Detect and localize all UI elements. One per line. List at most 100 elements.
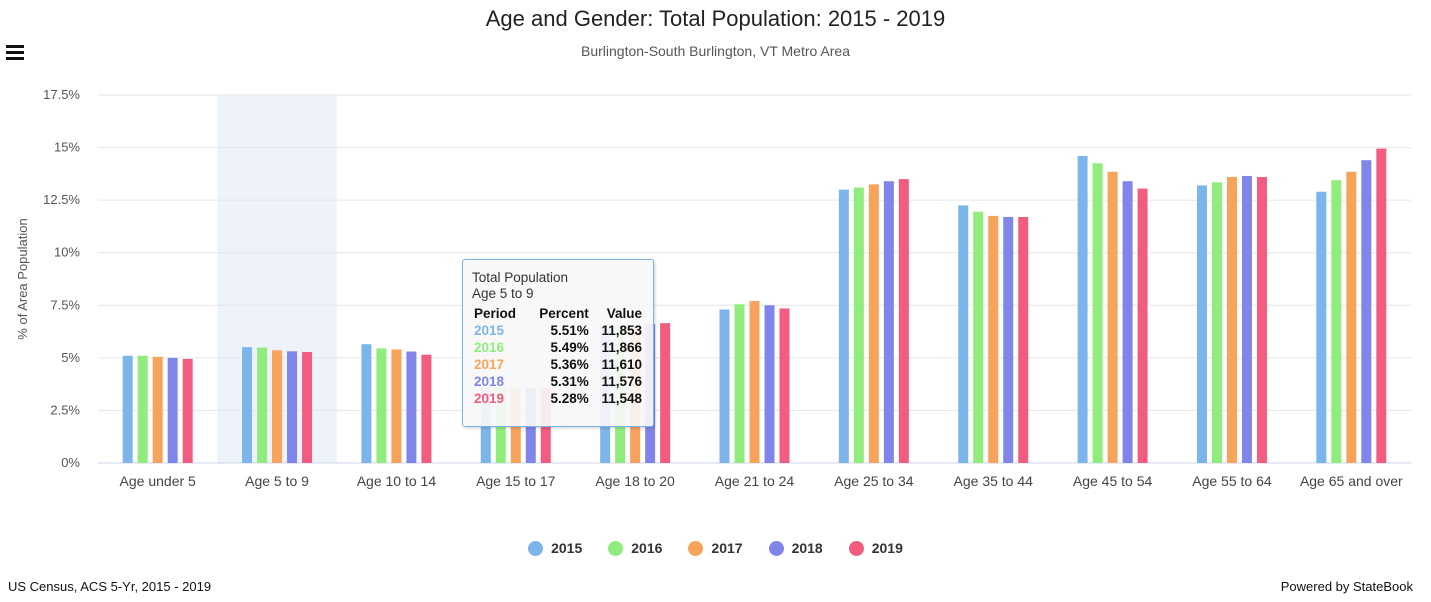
y-tick-label: 7.5% [50, 297, 80, 312]
bar-2019 [1376, 148, 1387, 463]
legend-item-2017[interactable]: 2017 [688, 540, 743, 556]
tooltip-percent: 5.51% [550, 323, 589, 338]
tooltip-period: 2015 [474, 323, 505, 338]
tooltip-header-value: Value [606, 306, 642, 321]
bar-2017 [1226, 177, 1237, 464]
bar-chart: 0% 2.5% 5% 7.5% 10% 12.5% 15% 17.5% % of Area Po… [15, 87, 1411, 489]
bar-2018 [287, 351, 298, 463]
tooltip-header-period: Period [474, 306, 517, 321]
bar-2016 [1211, 182, 1222, 464]
y-tick-label: 12.5% [43, 192, 80, 207]
tooltip-row: 2017 5.36% 11,610 [472, 356, 644, 373]
tooltip-percent: 5.31% [550, 374, 589, 389]
chart-title: Age and Gender: Total Population: 2015 -… [485, 6, 946, 31]
bar-2016 [973, 211, 984, 463]
bar-2018 [764, 305, 775, 463]
tooltip-title: Total Population [472, 270, 569, 285]
x-tick-label: Age 65 and over [1300, 473, 1403, 489]
y-tick-label: 2.5% [50, 402, 80, 417]
bar-2015 [1316, 191, 1327, 463]
legend-dot-icon [768, 540, 784, 556]
x-tick-label: Age under 5 [120, 473, 196, 489]
bar-2016 [137, 355, 148, 463]
tooltip-value: 11,866 [601, 340, 642, 355]
bar-2017 [152, 356, 163, 463]
x-tick-label: Age 10 to 14 [357, 473, 437, 489]
legend-dot-icon [528, 540, 544, 556]
tooltip-row: 2019 5.28% 11,548 [472, 390, 644, 407]
bar-2016 [1092, 163, 1103, 464]
legend-item-2018[interactable]: 2018 [768, 540, 823, 556]
bar-2017 [1346, 171, 1357, 464]
legend-label: 2018 [791, 540, 823, 556]
bar-2016 [1331, 180, 1342, 463]
legend-dot-icon [608, 540, 624, 556]
bar-2015 [958, 205, 969, 463]
tooltip-value: 11,548 [601, 391, 642, 406]
tooltip-period: 2016 [474, 340, 505, 355]
bar-2017 [868, 184, 879, 463]
bar-2017 [749, 301, 760, 463]
bar-2019 [302, 351, 313, 463]
legend-label: 2019 [871, 540, 903, 556]
bar-2019 [1256, 177, 1267, 464]
hamburger-menu-icon[interactable] [6, 42, 24, 60]
bar-2018 [883, 181, 894, 463]
tooltip-value: 11,610 [601, 357, 642, 372]
bar-2016 [257, 347, 268, 463]
tooltip-row: 2015 5.51% 11,853 [472, 322, 644, 339]
y-tick-label: 15% [54, 140, 80, 155]
bar-2018 [167, 357, 178, 463]
x-tick-label: Age 25 to 34 [834, 473, 914, 489]
bar-2018 [1241, 175, 1252, 463]
bar-2019 [421, 354, 432, 463]
tooltip-row: 2018 5.31% 11,576 [472, 373, 644, 390]
bar-2016 [853, 187, 864, 464]
legend-label: 2017 [711, 540, 743, 556]
y-axis-title: % of Area Population [15, 218, 30, 339]
powered-by: Powered by StateBook [1280, 579, 1413, 594]
bar-2015 [361, 344, 372, 463]
bar-2019 [898, 179, 909, 463]
legend-label: 2015 [551, 540, 583, 556]
tooltip-percent: 5.28% [550, 391, 589, 406]
tooltip-period: 2018 [474, 374, 505, 389]
y-tick-label: 0% [61, 455, 80, 470]
bar-2016 [734, 304, 745, 463]
bar-2018 [1003, 216, 1014, 463]
bar-2018 [1361, 160, 1372, 463]
x-tick-label: Age 5 to 9 [245, 473, 309, 489]
x-tick-label: Age 21 to 24 [715, 473, 795, 489]
x-tick-label: Age 35 to 44 [954, 473, 1034, 489]
tooltip: Total Population Age 5 to 9 Period Perce… [462, 259, 654, 427]
tooltip-header-percent: Percent [539, 306, 589, 321]
bar-2015 [122, 355, 133, 463]
chart-subtitle: Burlington-South Burlington, VT Metro Ar… [580, 43, 850, 59]
legend-label: 2016 [631, 540, 663, 556]
legend-dot-icon [848, 540, 864, 556]
y-tick-label: 17.5% [43, 87, 80, 102]
bar-2015 [838, 189, 849, 463]
tooltip-percent: 5.36% [550, 357, 589, 372]
tooltip-percent: 5.49% [550, 340, 589, 355]
bar-2018 [406, 351, 417, 463]
bar-2017 [391, 349, 402, 463]
tooltip-period: 2017 [474, 357, 505, 372]
tooltip-value: 11,853 [601, 323, 642, 338]
x-tick-label: Age 18 to 20 [595, 473, 675, 489]
bar-2016 [376, 348, 387, 463]
bar-2019 [779, 308, 790, 463]
source-credit: US Census, ACS 5-Yr, 2015 - 2019 [8, 579, 212, 594]
bar-2019 [1137, 188, 1148, 463]
bar-2017 [988, 215, 999, 463]
bar-2015 [1077, 155, 1088, 464]
legend-item-2015[interactable]: 2015 [528, 540, 582, 556]
bar-2019 [660, 323, 671, 463]
tooltip-row: 2016 5.49% 11,866 [472, 339, 644, 356]
legend-item-2019[interactable]: 2019 [848, 540, 903, 556]
x-tick-label: Age 55 to 64 [1192, 473, 1272, 489]
legend: 2015 2016 2017 2018 2019 [0, 540, 1431, 556]
tooltip-table: Period Percent Value 2015 5.51% 11,853 2… [472, 305, 644, 407]
bar-2017 [1107, 171, 1118, 464]
legend-item-2016[interactable]: 2016 [608, 540, 662, 556]
